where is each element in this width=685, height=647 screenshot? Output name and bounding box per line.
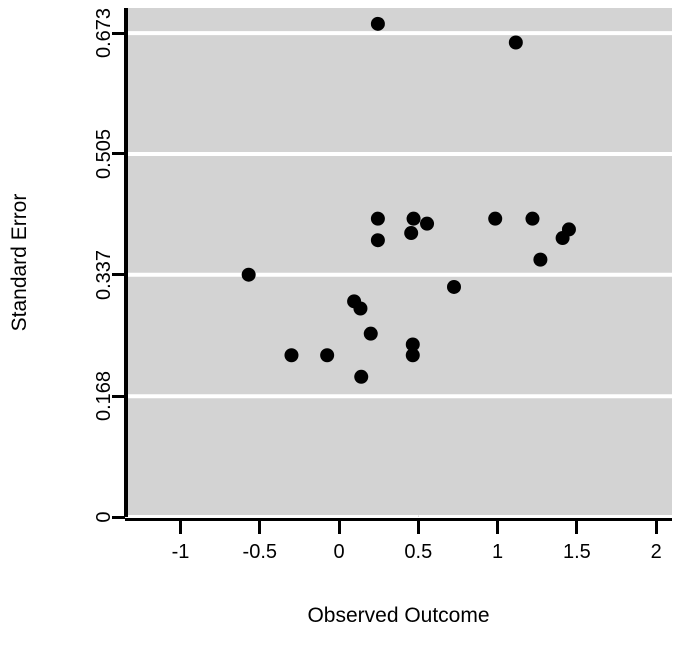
x-axis-tick-label-3: 0.5 xyxy=(404,541,433,563)
data-point xyxy=(284,348,299,363)
data-point xyxy=(404,226,419,241)
y-axis-tick-label-4: 0.673 xyxy=(93,8,115,59)
x-axis-tick-1 xyxy=(258,521,262,534)
data-point xyxy=(370,211,385,226)
y-axis-title-container: Standard Error xyxy=(6,8,34,517)
x-axis-line xyxy=(125,518,672,521)
x-axis-tick-4 xyxy=(496,521,500,534)
y-axis-tick-label-2: 0.337 xyxy=(93,249,115,300)
x-axis-tick-3 xyxy=(416,521,420,534)
data-point xyxy=(420,216,435,231)
x-axis-tick-label-2: 0 xyxy=(333,541,345,563)
plot-background xyxy=(125,8,672,517)
y-axis-tick-1 xyxy=(112,394,125,398)
gridlines-layer xyxy=(125,31,672,517)
x-axis-tick-2 xyxy=(337,521,341,534)
data-point xyxy=(406,211,421,226)
y-axis-tick-2 xyxy=(112,273,125,277)
plot-svg xyxy=(125,8,672,517)
data-point xyxy=(363,326,378,341)
x-axis-tick-label-6: 2 xyxy=(650,541,662,563)
y-axis-line xyxy=(124,8,127,517)
data-point xyxy=(525,211,540,226)
data-point xyxy=(405,348,420,363)
data-point xyxy=(508,35,523,50)
data-point xyxy=(370,16,385,31)
y-axis-title: Standard Error xyxy=(8,193,31,332)
data-point xyxy=(488,211,503,226)
x-axis-tick-label-5: 1.5 xyxy=(562,541,591,563)
plot-area xyxy=(125,8,672,517)
x-axis-tick-label-0: -1 xyxy=(171,541,190,563)
y-axis-tick-4 xyxy=(112,31,125,35)
x-axis-tick-5 xyxy=(575,521,579,534)
data-point xyxy=(320,348,335,363)
x-axis-tick-6 xyxy=(654,521,658,534)
x-axis-tick-label-1: -0.5 xyxy=(242,541,277,563)
data-point xyxy=(370,233,385,248)
data-point xyxy=(405,337,420,352)
y-axis-tick-3 xyxy=(112,152,125,156)
y-axis-tick-label-0: 0 xyxy=(93,511,115,523)
data-point xyxy=(353,301,368,316)
x-axis-tick-0 xyxy=(178,521,182,534)
y-axis-tick-0 xyxy=(112,515,125,519)
x-axis-title: Observed Outcome xyxy=(307,604,490,627)
data-point xyxy=(354,369,369,384)
data-points-layer xyxy=(241,16,576,384)
plot-background-layer xyxy=(125,8,672,517)
data-point xyxy=(561,222,576,237)
data-point xyxy=(533,252,548,267)
data-point xyxy=(446,279,461,294)
y-axis-tick-label-3: 0.505 xyxy=(93,128,115,179)
data-point xyxy=(241,267,256,282)
x-axis-tick-label-4: 1 xyxy=(492,541,504,563)
y-axis-tick-label-1: 0.168 xyxy=(93,371,115,422)
